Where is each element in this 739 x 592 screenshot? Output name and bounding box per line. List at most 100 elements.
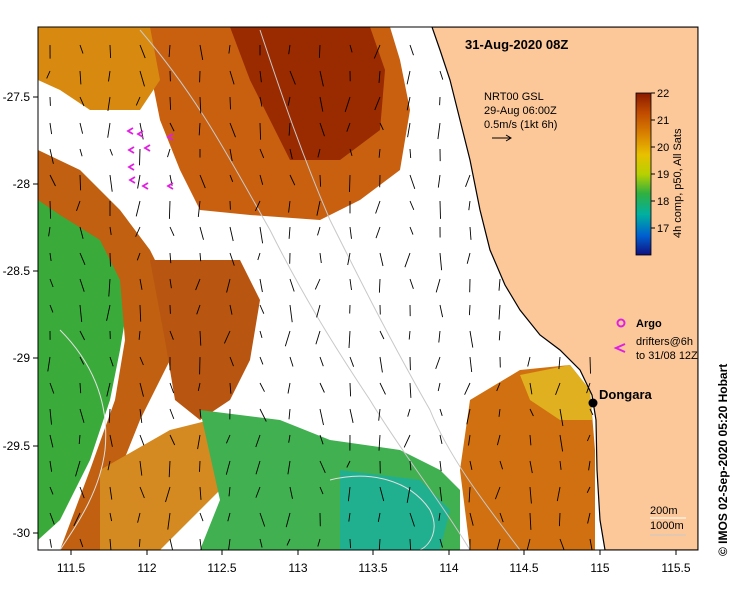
- current-vector: [346, 460, 351, 468]
- land-mass: [431, 27, 698, 550]
- current-vector: [49, 434, 54, 448]
- current-vector: [349, 44, 353, 53]
- current-vector: [49, 460, 53, 472]
- current-vector: [437, 382, 441, 392]
- current-vector: [139, 148, 141, 166]
- current-vector: [317, 226, 321, 236]
- current-vector: [107, 460, 111, 471]
- current-vector: [349, 226, 352, 239]
- current-vector: [139, 70, 145, 87]
- current-vector: [349, 148, 353, 157]
- current-vector: [199, 486, 202, 500]
- current-vector: [498, 278, 501, 291]
- current-vector: [319, 382, 325, 393]
- map-title: 31-Aug-2020 08Z: [465, 37, 568, 52]
- current-vector: [169, 538, 174, 550]
- colorbar-gradient: [635, 92, 652, 256]
- current-vector: [76, 200, 81, 212]
- colorbar-tick-label: 22: [657, 88, 669, 100]
- current-vector: [259, 356, 264, 365]
- current-vector: [287, 460, 291, 475]
- current-vector: [437, 122, 441, 140]
- current-vector: [106, 382, 111, 397]
- current-vectors: [46, 44, 594, 550]
- current-vector: [259, 408, 267, 422]
- current-vector: [106, 304, 111, 321]
- current-vector: [589, 408, 594, 416]
- current-vector: [586, 382, 591, 394]
- current-vector: [379, 382, 386, 395]
- x-tick-label: 114: [439, 561, 458, 575]
- current-vector: [286, 538, 291, 546]
- argo-label: Argo: [636, 318, 662, 330]
- current-vector: [288, 200, 291, 213]
- current-vector: [289, 304, 293, 323]
- current-vector: [47, 356, 51, 372]
- drifter-label: drifters@6h: [636, 336, 693, 348]
- current-vector: [199, 226, 204, 240]
- current-vector: [229, 382, 232, 394]
- current-vector: [404, 252, 411, 268]
- current-vector: [289, 356, 294, 367]
- current-vector: [437, 174, 441, 188]
- current-vector: [138, 330, 141, 340]
- current-vector: [49, 512, 55, 525]
- x-tick-label: 113.5: [358, 561, 387, 575]
- current-vector: [558, 356, 561, 370]
- current-vector: [319, 434, 324, 445]
- current-vector: [379, 356, 383, 373]
- current-vector: [586, 486, 591, 493]
- current-vector: [439, 434, 443, 444]
- current-vector: [109, 512, 113, 522]
- current-vector: [409, 200, 415, 210]
- colorbar-tick-label: 18: [657, 196, 669, 208]
- current-vector: [228, 486, 231, 497]
- current-vector: [259, 148, 265, 159]
- argo-legend: Argo drifters@6h to 31/08 12Z: [613, 318, 698, 362]
- current-vector: [555, 382, 561, 396]
- current-vector: [287, 382, 291, 394]
- current-vector: [469, 330, 474, 348]
- current-vector: [439, 70, 444, 80]
- current-vector: [168, 44, 171, 58]
- current-vector: [197, 200, 201, 217]
- colorbar-title: 4h comp, p50, All Sats: [672, 128, 684, 238]
- current-vector: [139, 486, 145, 499]
- current-vector: [378, 148, 381, 158]
- current-vector: [109, 44, 112, 59]
- place-label: Dongara: [599, 387, 653, 402]
- current-vector: [496, 538, 501, 550]
- current-vector: [108, 70, 111, 82]
- current-vector: [135, 226, 141, 237]
- current-vector: [79, 70, 82, 85]
- current-vector: [373, 44, 381, 59]
- current-vector: [287, 96, 291, 106]
- current-vector: [229, 174, 234, 182]
- current-vector: [288, 122, 291, 136]
- current-vector: [378, 538, 381, 550]
- current-vector: [288, 226, 291, 239]
- current-vector: [228, 538, 231, 550]
- current-vector: [317, 538, 321, 547]
- current-vector: [169, 122, 175, 132]
- current-vector: [315, 330, 321, 345]
- current-vector: [559, 538, 565, 550]
- current-vector: [468, 304, 471, 316]
- current-vector: [319, 408, 324, 426]
- current-vector: [109, 538, 112, 550]
- sst-nw-warm: [38, 27, 160, 110]
- current-vector: [319, 70, 324, 87]
- current-vector: [259, 70, 262, 83]
- current-vector: [466, 252, 471, 264]
- current-vector: [319, 460, 326, 473]
- current-vector: [496, 382, 501, 392]
- drifter-marker: [128, 176, 136, 184]
- current-vector: [225, 460, 231, 475]
- current-vector: [226, 278, 231, 293]
- current-vector: [49, 278, 54, 288]
- current-vector: [344, 96, 351, 113]
- current-vector: [48, 226, 51, 237]
- current-vector: [439, 408, 443, 416]
- current-vector: [169, 96, 172, 110]
- current-vector: [529, 408, 534, 417]
